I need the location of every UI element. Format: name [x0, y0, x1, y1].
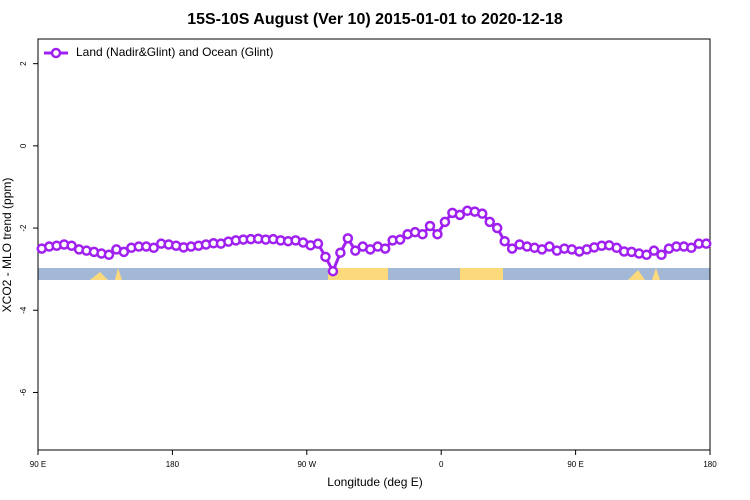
data-point — [432, 228, 443, 240]
data-point — [118, 246, 130, 258]
data-point — [701, 238, 712, 249]
data-point — [148, 242, 159, 254]
data-point — [350, 245, 361, 256]
y-tick-label: 0 — [19, 143, 28, 148]
data-point — [491, 222, 503, 234]
data-point — [320, 251, 331, 263]
data-point — [335, 247, 346, 258]
data-point — [686, 242, 697, 254]
chart-title: 15S-10S August (Ver 10) 2015-01-01 to 20… — [187, 11, 563, 28]
data-point — [394, 234, 406, 245]
legend-label: Land (Nadir&Glint) and Ocean (Glint) — [76, 45, 273, 59]
data-point — [103, 249, 115, 261]
data-point — [417, 228, 428, 240]
legend: Land (Nadir&Glint) and Ocean (Glint) — [44, 45, 273, 59]
data-point — [312, 238, 324, 249]
data-point — [544, 241, 555, 252]
data-point — [379, 243, 391, 254]
x-tick-label: 90 E — [567, 460, 583, 469]
y-tick-label: -6 — [19, 388, 28, 396]
x-axis-label: Longitude (deg E) — [327, 475, 422, 489]
y-axis-label: XCO2 - MLO trend (ppm) — [0, 178, 14, 313]
data-point — [342, 233, 354, 244]
y-tick-label: 2 — [19, 61, 28, 66]
x-tick-label: 180 — [166, 460, 180, 469]
data-point — [656, 249, 667, 261]
x-tick-label: 90 E — [30, 460, 46, 469]
data-point — [506, 243, 518, 254]
x-tick-label: 90 W — [297, 460, 316, 469]
data-point — [327, 265, 339, 277]
x-tick-label: 180 — [703, 460, 717, 469]
data-point — [477, 208, 488, 219]
data-point — [648, 245, 660, 256]
data-point — [484, 216, 495, 228]
y-tick-label: -4 — [19, 306, 28, 314]
x-tick-label: 0 — [439, 460, 444, 469]
data-point — [641, 249, 652, 261]
land-ocean-strip — [38, 268, 710, 280]
legend-marker — [50, 47, 62, 59]
data-point — [424, 220, 436, 232]
data-point — [499, 235, 510, 247]
data-point — [454, 209, 466, 221]
data-point — [439, 216, 451, 228]
y-tick-label: -2 — [19, 224, 28, 232]
